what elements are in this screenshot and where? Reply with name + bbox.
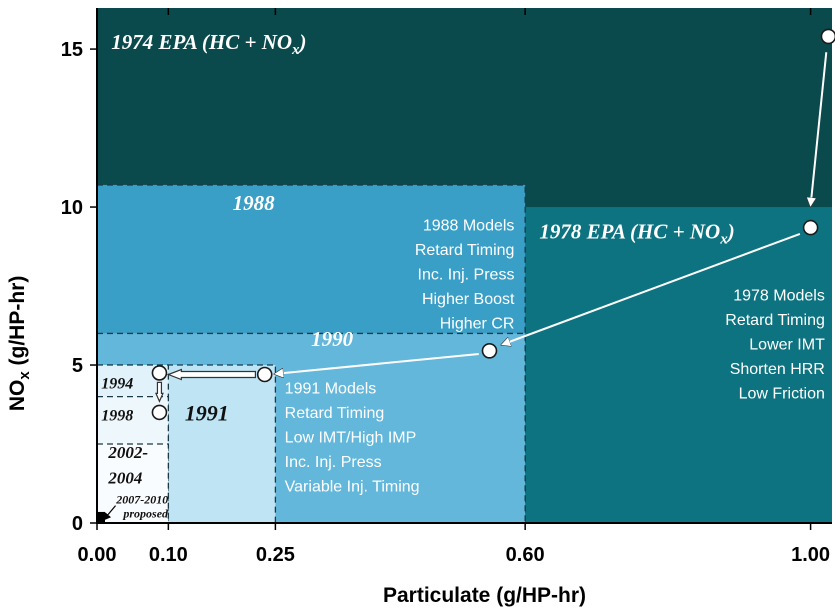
annot-1988-models-line: Higher Boost — [422, 291, 515, 308]
region-2002 — [96, 443, 170, 524]
label-1998: 1998 — [101, 407, 133, 424]
y-tick-label: 0 — [72, 513, 83, 535]
annot-1978-models-line: 1978 Models — [733, 287, 825, 304]
x-tick-label: 0.25 — [256, 544, 295, 566]
annot-1988-models-line: 1988 Models — [423, 218, 515, 235]
arrow-1994-1998 — [155, 381, 164, 403]
x-tick-label: 0.60 — [506, 544, 545, 566]
arrow-1974-1978 — [811, 52, 828, 205]
x-axis-title: Particulate (g/HP-hr) — [383, 584, 586, 607]
y-axis-title-main: NO — [6, 380, 29, 412]
annot-1988-models: 1988 Models Retard Timing Inc. Inj. Press H… — [415, 218, 515, 333]
label-1991: 1991 — [185, 400, 229, 425]
point-1988 — [481, 343, 498, 359]
annot-1991-models: 1991 Models Retard Timing Low IMT/High IMP… — [285, 380, 420, 495]
label-proposed: proposed — [122, 506, 169, 520]
point-1991 — [256, 366, 273, 383]
x-tick-label: 0.00 — [78, 544, 117, 566]
label-1994: 1994 — [101, 376, 133, 393]
region-2007-marker — [97, 511, 105, 523]
annot-1978-models: 1978 Models Retard Timing Lower IMT Shorten… — [725, 287, 825, 402]
arrow-2007 — [102, 505, 117, 521]
label-2004: 2004 — [107, 469, 142, 488]
point-1978 — [802, 219, 819, 236]
y-tick-label: 15 — [61, 39, 83, 61]
label-2007: 2007-2010 — [115, 492, 168, 506]
arrow-1988-1991 — [275, 352, 479, 374]
annot-1991-models-line: 1991 Models — [285, 380, 377, 397]
annot-1991-models-line: Low IMT/High IMP — [285, 429, 417, 446]
region-labels: 1974 EPA (HC + NOx) 1978 EPA (HC + NOx) 19… — [101, 30, 734, 520]
arrow-1991-1994 — [166, 368, 257, 381]
annot-1978-models-line: Low Friction — [739, 385, 825, 402]
y-axis-title-sub: x — [16, 371, 33, 380]
annot-1991-models-line: Retard Timing — [285, 405, 385, 422]
point-1994 — [151, 365, 168, 381]
regions — [96, 8, 832, 524]
axes — [96, 8, 832, 524]
arrows — [102, 52, 828, 521]
x-tick-label: 1.00 — [791, 544, 830, 566]
label-1978: 1978 EPA (HC + NOx) — [539, 220, 734, 248]
points — [151, 28, 835, 421]
annot-1978-models-line: Lower IMT — [749, 336, 825, 353]
ticks: 0.00 0.10 0.25 0.60 1.00 0 5 10 15 — [61, 8, 830, 566]
y-tick-label: 10 — [61, 197, 83, 219]
y-axis-title: NOx (g/HP-hr) — [6, 276, 33, 412]
label-1990: 1990 — [311, 327, 354, 351]
annot-1978-models-line: Retard Timing — [725, 312, 825, 329]
annot-1988-models-line: Higher CR — [440, 316, 515, 333]
point-1974 — [820, 28, 835, 45]
x-tick-label: 0.10 — [149, 544, 188, 566]
annot-1991-models-line: Inc. Inj. Press — [285, 454, 382, 471]
arrow-1978-1988 — [502, 232, 801, 345]
annotations: 1988 Models Retard Timing Inc. Inj. Press H… — [285, 218, 825, 496]
y-tick-label: 5 — [72, 355, 83, 377]
label-1988: 1988 — [233, 191, 276, 215]
label-2002: 2002- — [107, 443, 148, 462]
annot-1991-models-line: Variable Inj. Timing — [285, 478, 420, 495]
annot-1988-models-line: Retard Timing — [415, 242, 515, 259]
annot-1988-models-line: Inc. Inj. Press — [418, 267, 515, 284]
annot-1978-models-line: Shorten HRR — [730, 361, 825, 378]
y-axis-title-tail: (g/HP-hr) — [6, 276, 29, 372]
label-1974: 1974 EPA (HC + NOx) — [111, 30, 306, 58]
point-1998 — [151, 404, 168, 421]
